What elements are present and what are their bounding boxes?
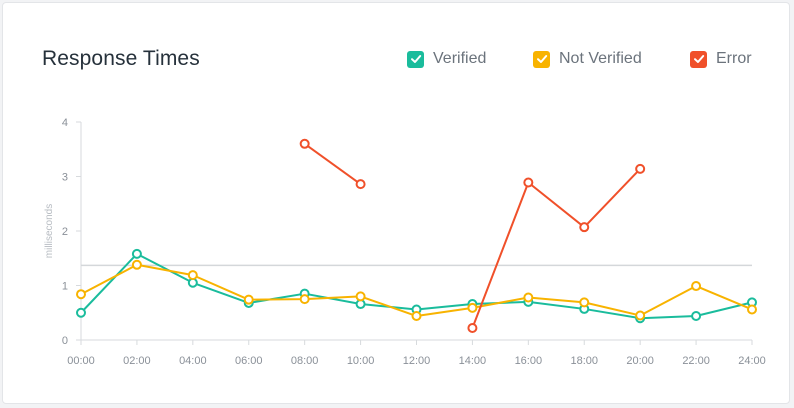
data-point-not-verified [692,282,700,290]
x-tick-label: 18:00 [570,355,598,367]
data-point-not-verified [580,298,588,306]
x-tick-label: 02:00 [123,355,151,367]
data-point-not-verified [357,292,365,300]
x-tick-label: 20:00 [626,355,654,367]
x-tick-label: 06:00 [235,355,263,367]
data-point-not-verified [189,271,197,279]
data-point-not-verified [748,305,756,313]
data-point-error [524,178,532,186]
y-tick-label: 0 [62,335,68,347]
data-point-verified [77,309,85,317]
x-tick-label: 14:00 [459,355,487,367]
x-tick-label: 24:00 [738,355,766,367]
x-tick-label: 00:00 [67,355,95,367]
data-point-error [580,223,588,231]
data-point-not-verified [468,304,476,312]
data-point-error [357,180,365,188]
data-point-error [301,140,309,148]
y-tick-label: 3 [62,172,68,184]
data-point-verified [692,312,700,320]
y-tick-label: 4 [62,117,68,129]
data-point-not-verified [245,296,253,304]
x-tick-label: 22:00 [682,355,710,367]
data-point-verified [133,250,141,258]
y-axis-label: milliseconds [44,204,55,258]
data-point-error [636,165,644,173]
data-point-not-verified [301,295,309,303]
x-tick-label: 10:00 [347,355,375,367]
x-tick-label: 08:00 [291,355,319,367]
data-point-not-verified [133,261,141,269]
x-tick-label: 04:00 [179,355,207,367]
data-point-not-verified [77,290,85,298]
data-point-not-verified [413,312,421,320]
data-point-not-verified [524,293,532,301]
series-line-error [305,144,361,184]
x-tick-label: 12:00 [403,355,431,367]
data-point-not-verified [636,311,644,319]
x-tick-label: 16:00 [515,355,543,367]
y-tick-label: 1 [62,281,68,293]
y-tick-label: 2 [62,226,68,238]
data-point-error [468,324,476,332]
